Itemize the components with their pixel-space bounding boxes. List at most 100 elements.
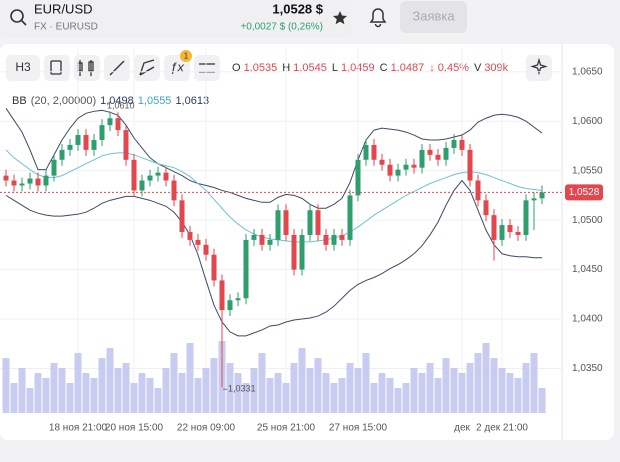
volume-bar: [138, 373, 146, 413]
y-tick-label: 1,0500: [572, 215, 603, 226]
volume-bar: [74, 353, 82, 413]
volume-bar: [530, 353, 538, 413]
fx-icon: ƒx: [170, 59, 184, 74]
plot: 1,0650 1,0600 1,0550 1,0500 1,0450 1,0400 1,03…: [0, 44, 603, 440]
candle-body: [299, 234, 305, 270]
volume-bar: [82, 373, 90, 413]
candle-body: [75, 135, 81, 145]
bell-icon[interactable]: [369, 8, 387, 28]
candle-body: [59, 149, 65, 160]
x-tick-label: 25 ноя 21:00: [257, 423, 316, 434]
volume-bar: [370, 383, 378, 413]
candle-body: [187, 231, 193, 240]
extreme-label: 1,0610: [107, 101, 135, 111]
volume-bar: [154, 388, 162, 413]
settings-button[interactable]: [194, 55, 220, 81]
volume-bar: [170, 353, 178, 413]
volume-bar: [26, 388, 34, 413]
order-button[interactable]: [400, 1, 467, 33]
volume-bar: [338, 378, 346, 413]
candle-body: [163, 172, 169, 181]
candle-body: [43, 175, 49, 186]
candle-body: [211, 254, 217, 281]
candle-body: [387, 164, 393, 176]
tool-button[interactable]: [44, 55, 70, 81]
volume-bar: [314, 358, 322, 413]
volume-bar: [434, 378, 442, 413]
y-tick-label: 1,0600: [572, 116, 603, 127]
volume-bar: [386, 378, 394, 413]
y-tick-label: 1,0350: [572, 363, 603, 374]
tool-button[interactable]: [134, 55, 160, 81]
x-tick-label: дек: [454, 423, 470, 434]
volume-bar: [306, 368, 314, 413]
volume-bar: [466, 363, 474, 413]
icon: [109, 60, 125, 76]
volume-bar: [10, 383, 18, 413]
volume-bar: [178, 373, 186, 413]
volume-bar: [34, 373, 42, 413]
candle-body: [67, 144, 73, 150]
candle-body: [315, 210, 321, 235]
volume-bar: [66, 383, 74, 413]
bb-value: 1,0498: [100, 95, 134, 107]
volume-bar: [402, 383, 410, 413]
interval-button[interactable]: [6, 55, 40, 81]
candle-body: [179, 200, 185, 232]
candle-body: [227, 300, 233, 311]
candle-body: [411, 164, 417, 168]
volume-bar: [90, 378, 98, 413]
volume-bar: [194, 378, 202, 413]
volume-bar: [250, 368, 258, 413]
volume-bar: [42, 378, 50, 413]
bollinger-band: [5, 149, 543, 243]
candle-body: [371, 144, 377, 160]
volume-bar: [98, 358, 106, 413]
candle-body: [219, 280, 225, 311]
search-bar[interactable]: [0, 0, 352, 38]
volume-bar: [210, 358, 218, 413]
volume-bar: [186, 343, 194, 413]
volume-bar: [106, 348, 114, 413]
candle-body: [147, 175, 153, 181]
candle-body: [251, 234, 257, 240]
candle-body: [283, 210, 289, 235]
candle-body: [427, 149, 433, 155]
interval: H3: [15, 60, 31, 74]
volume-bar: [2, 358, 10, 413]
volume-bar: [114, 368, 122, 413]
ohlc-key: L: [332, 62, 338, 74]
candle-body: [539, 192, 545, 199]
icon: [139, 59, 155, 76]
candle-body: [203, 244, 209, 255]
favorite-star[interactable]: [333, 11, 347, 25]
last-price-label: 1,0528: [569, 187, 600, 198]
candle-body: [323, 234, 329, 245]
ai-button[interactable]: [526, 55, 552, 81]
candle-body: [107, 118, 113, 126]
ohlc-value: 1,0487: [391, 62, 425, 74]
volume-bar: [234, 373, 242, 413]
indicator-button[interactable]: [164, 55, 190, 81]
candle-body: [275, 210, 281, 240]
candle-body: [27, 178, 33, 184]
volume-value: 309k: [484, 62, 508, 74]
volume-bar: [458, 373, 466, 413]
volume-bar: [130, 383, 138, 413]
x-tick-label: 27 ноя 15:00: [329, 423, 388, 434]
x-tick-label: 18 ноя 21:00: [49, 423, 108, 434]
candle-body: [403, 164, 409, 170]
ohlc-change: ↓ 0,45%: [429, 62, 469, 74]
candle-body: [515, 231, 521, 235]
volume-bar: [50, 363, 58, 413]
candle-body: [331, 234, 337, 245]
ohlc-key: O: [232, 62, 241, 74]
candle-body: [451, 139, 457, 148]
exchange: FX · EURUSD: [34, 22, 98, 33]
candle-body: [155, 172, 161, 176]
candle-body: [99, 125, 105, 140]
candle-body: [435, 154, 441, 160]
order-button-label: Заявка: [412, 8, 455, 23]
volume-bar: [474, 353, 482, 413]
